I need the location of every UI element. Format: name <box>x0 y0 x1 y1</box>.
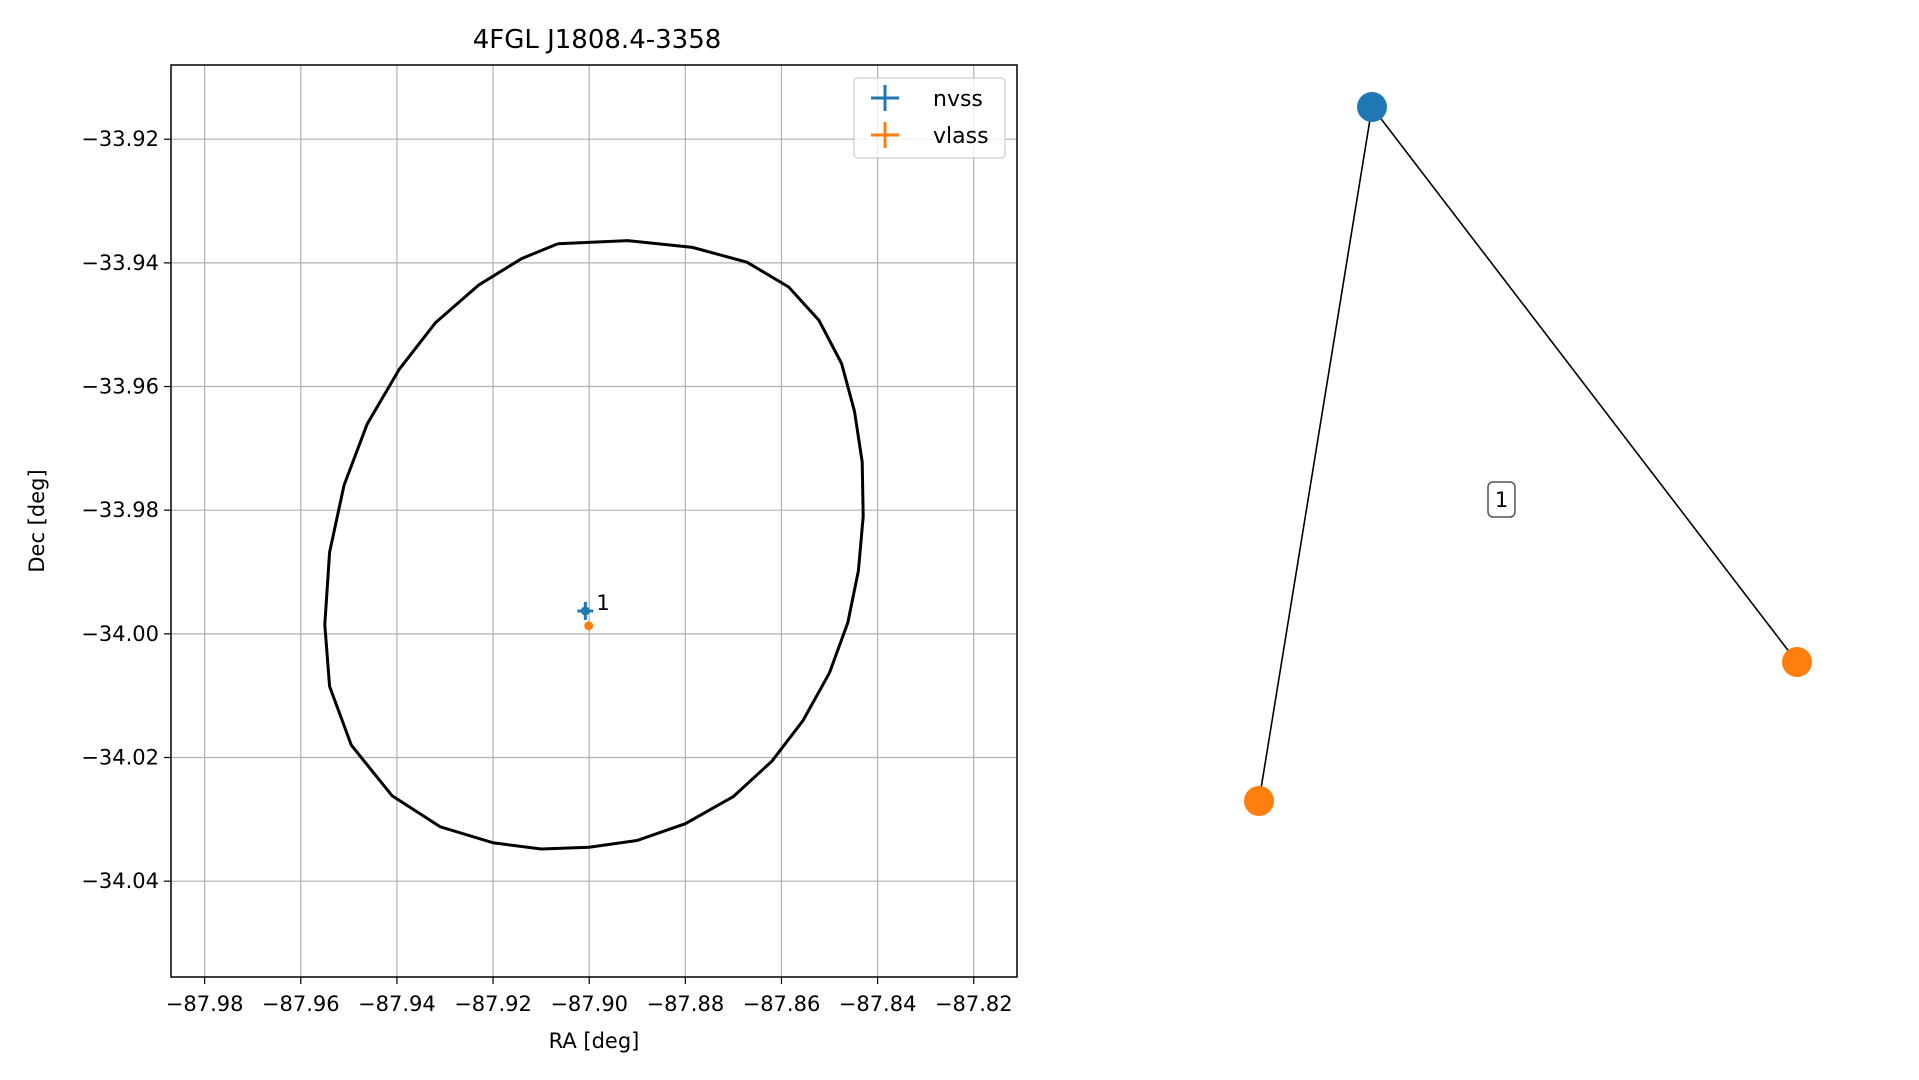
plot-area: 1 −87.98 −87.96 −87.94 −87.92 −87.90 −87.88 −8… <box>81 64 1018 1016</box>
graph-panel: 1 <box>1244 92 1812 816</box>
edge-label: 1 <box>1495 488 1508 512</box>
graph-edge-nvss-vlass-b <box>1371 106 1798 663</box>
x-tick-label: −87.96 <box>262 992 340 1016</box>
graph-node-nvss <box>1357 92 1387 122</box>
y-tick-label: −34.04 <box>81 869 159 893</box>
y-tick-label: −33.96 <box>81 375 159 399</box>
legend-label-vlass: vlass <box>933 124 989 149</box>
x-tick-label: −87.86 <box>743 992 821 1016</box>
legend: nvss vlass <box>853 77 1006 159</box>
x-tick-label: −87.84 <box>839 992 917 1016</box>
graph-edge-nvss-vlass-a <box>1258 106 1373 802</box>
point-vlass <box>584 621 594 631</box>
x-tick-label: −87.88 <box>646 992 724 1016</box>
chart-title: 4FGL J1808.4-3358 <box>473 25 722 55</box>
legend-label-nvss: nvss <box>933 87 983 112</box>
edge-label-box <box>1487 481 1516 518</box>
plot-frame <box>170 64 1018 978</box>
graph-node-vlass-b <box>1782 647 1812 677</box>
y-axis-label: Dec [deg] <box>25 469 49 572</box>
x-ticks: −87.98 −87.96 −87.94 −87.92 −87.90 −87.88 −87.… <box>166 977 1013 1016</box>
point-label-nvss: 1 <box>596 591 609 615</box>
point-nvss <box>580 606 590 616</box>
graph-node-vlass-a <box>1244 786 1274 816</box>
y-tick-label: −34.00 <box>81 622 159 646</box>
ellipse-layer <box>323 239 865 851</box>
y-tick-label: −33.92 <box>81 127 159 151</box>
x-tick-label: −87.90 <box>550 992 628 1016</box>
legend-marker-nvss <box>871 85 899 111</box>
x-tick-label: −87.94 <box>358 992 436 1016</box>
localization-ellipse <box>323 239 865 851</box>
x-tick-label: −87.92 <box>454 992 532 1016</box>
y-ticks: −33.92 −33.94 −33.96 −33.98 −34.00 −34.02 −34.… <box>81 127 171 893</box>
points-layer: 1 <box>577 591 610 631</box>
grid <box>171 65 1017 977</box>
x-axis-label: RA [deg] <box>549 1029 640 1053</box>
x-tick-label: −87.98 <box>166 992 244 1016</box>
legend-marker-vlass <box>871 122 899 148</box>
y-tick-label: −34.02 <box>81 746 159 770</box>
x-tick-label: −87.82 <box>935 992 1013 1016</box>
y-tick-label: −33.94 <box>81 251 159 275</box>
y-tick-label: −33.98 <box>81 498 159 522</box>
